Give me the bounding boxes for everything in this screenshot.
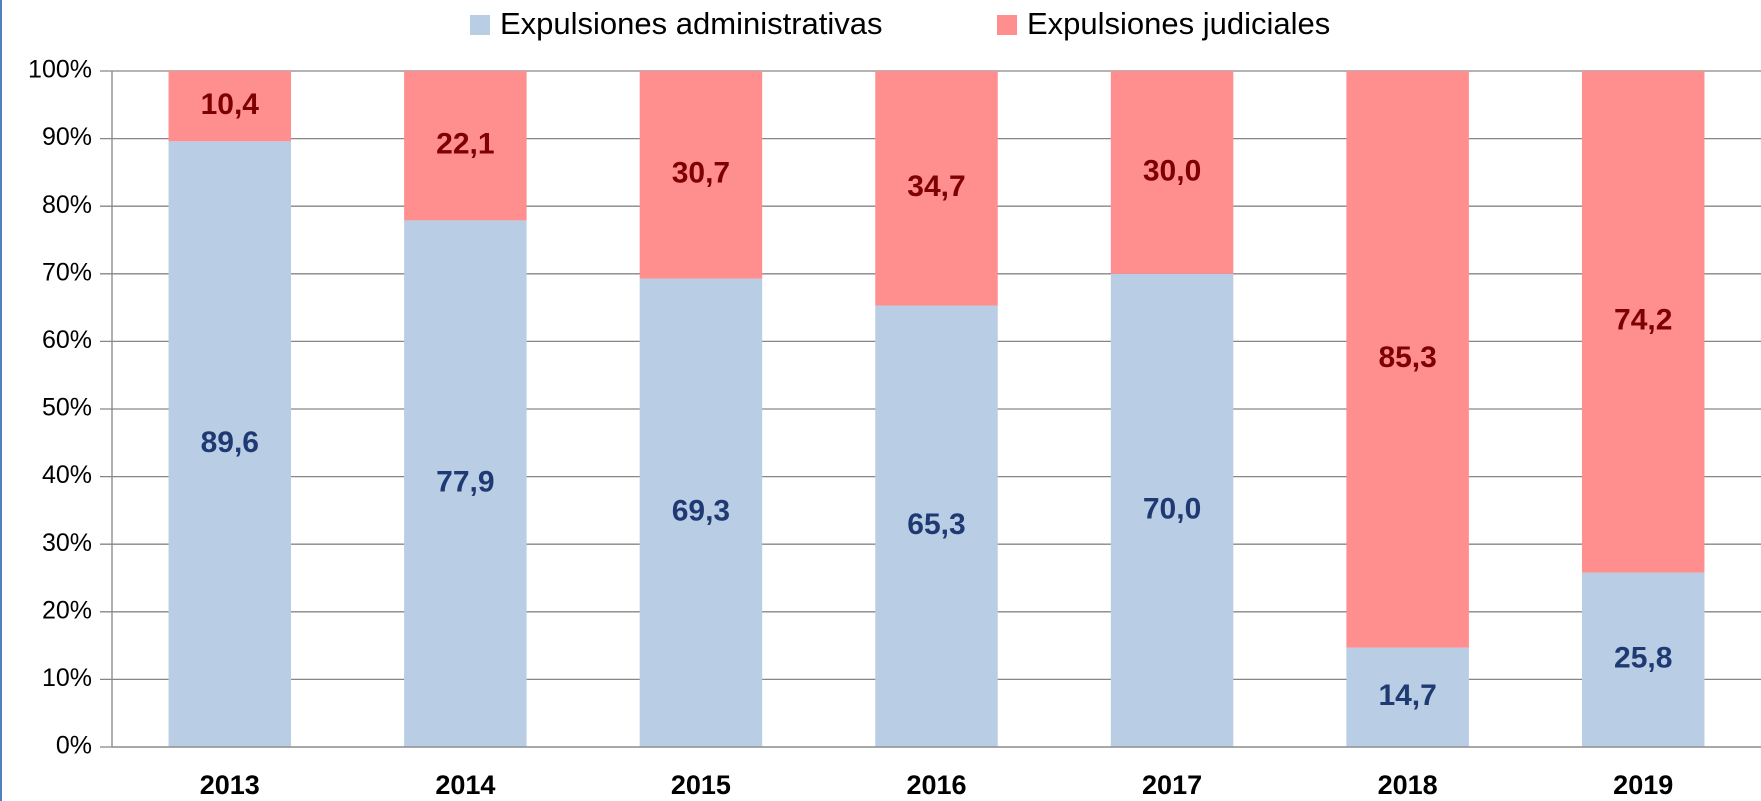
bar-segment (168, 141, 292, 747)
legend-label: Expulsiones administrativas (500, 6, 883, 41)
value-label: 10,4 (201, 88, 260, 121)
bar-segment (1346, 647, 1469, 747)
x-tick-label: 2018 (1378, 770, 1438, 800)
bar-segment (1110, 273, 1234, 747)
value-label: 85,3 (1378, 341, 1436, 374)
value-label: 69,3 (672, 495, 730, 528)
value-label: 77,9 (436, 466, 494, 499)
legend-swatch (997, 15, 1017, 35)
y-tick-label: 30% (42, 529, 92, 557)
y-tick-label: 100% (28, 56, 92, 84)
bar-segment (639, 71, 763, 279)
bar-segment (404, 220, 527, 747)
value-label: 30,0 (1143, 154, 1201, 187)
y-tick-label: 90% (42, 123, 92, 151)
y-tick-label: 50% (42, 394, 92, 422)
bar-segment (168, 71, 292, 142)
y-tick-label: 20% (42, 596, 92, 624)
value-label: 30,7 (672, 157, 730, 190)
value-label: 25,8 (1614, 642, 1672, 675)
x-tick-label: 2019 (1613, 770, 1673, 800)
value-label: 22,1 (436, 128, 494, 161)
y-tick-label: 0% (56, 732, 92, 760)
bar-segment (1581, 572, 1705, 747)
bar-segment (1110, 71, 1234, 274)
bar-segment (875, 305, 998, 747)
x-tick-label: 2016 (906, 770, 966, 800)
x-tick-label: 2015 (671, 770, 731, 800)
bar-segment (404, 71, 527, 221)
value-label: 89,6 (201, 426, 259, 459)
y-tick-label: 80% (42, 191, 92, 219)
value-label: 70,0 (1143, 492, 1201, 525)
x-tick-label: 2017 (1142, 770, 1202, 800)
y-tick-label: 70% (42, 258, 92, 286)
value-label: 74,2 (1614, 304, 1672, 337)
legend-swatch (470, 15, 490, 35)
y-tick-label: 40% (42, 461, 92, 489)
x-tick-label: 2014 (435, 770, 495, 800)
bar-segment (1346, 71, 1469, 648)
value-label: 14,7 (1378, 679, 1436, 712)
x-tick-label: 2013 (200, 770, 260, 800)
bar-segment (639, 278, 763, 747)
bar-segment (1581, 71, 1705, 573)
value-label: 34,7 (907, 170, 965, 203)
value-label: 65,3 (907, 508, 965, 541)
bar-segment (875, 71, 998, 306)
legend-label: Expulsiones judiciales (1027, 6, 1330, 41)
y-tick-label: 10% (42, 664, 92, 692)
y-tick-label: 60% (42, 326, 92, 354)
